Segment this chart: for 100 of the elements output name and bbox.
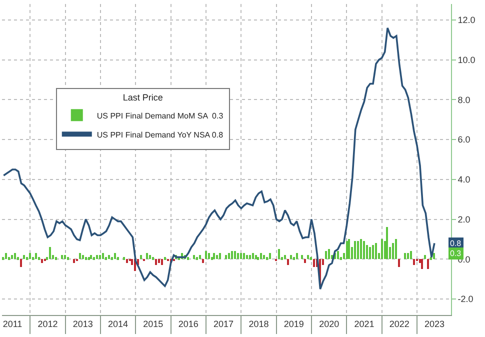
bar (123, 257, 125, 260)
y-tick-label: 6.0 (458, 134, 470, 145)
bar (360, 239, 362, 259)
x-tick-label: 2014 (108, 318, 128, 329)
bar (228, 253, 230, 259)
bar (284, 255, 286, 259)
bar (11, 255, 13, 259)
bar (140, 255, 142, 259)
bar (263, 255, 265, 259)
bar (427, 259, 429, 269)
bar (155, 259, 157, 265)
x-tick-label: 2021 (354, 318, 374, 329)
x-tick-label: 2019 (284, 318, 304, 329)
y-tick-label: 2.0 (458, 214, 470, 224)
bar (2, 257, 4, 260)
bar (293, 257, 295, 260)
bar (108, 255, 110, 259)
x-tick-label: 2017 (214, 318, 234, 329)
x-tick-label: 2023 (424, 318, 445, 329)
bar (79, 253, 81, 259)
legend-label: US PPI Final Demand MoM SA 0.3 (96, 111, 224, 120)
bar (20, 259, 22, 267)
bar (126, 259, 128, 263)
bar (17, 257, 19, 260)
annotation: 0.3 (450, 249, 462, 258)
bar (146, 253, 148, 259)
bar (255, 255, 257, 259)
bar (231, 251, 233, 259)
x-tick-label: 2011 (2, 318, 22, 329)
bar (26, 257, 28, 260)
bar (35, 253, 37, 259)
bar (14, 253, 16, 259)
bar (96, 255, 98, 259)
bar (199, 255, 201, 259)
bar (219, 253, 221, 259)
x-tick-label: 2022 (389, 318, 410, 329)
bar (67, 257, 69, 260)
bar (269, 253, 271, 259)
bar (213, 253, 215, 259)
bar (114, 253, 116, 259)
bar (307, 255, 309, 259)
y-tick-label: 12.0 (458, 15, 476, 26)
bar (225, 255, 227, 259)
bar (369, 247, 371, 259)
bar (117, 257, 119, 260)
bar (205, 251, 207, 259)
bar (252, 253, 254, 259)
bar (290, 255, 292, 259)
bar (61, 255, 63, 259)
bar (90, 255, 92, 259)
bar (202, 259, 204, 263)
bar (82, 255, 84, 259)
bar (413, 259, 415, 265)
y-tick-label: 8.0 (458, 94, 470, 105)
bar (372, 245, 374, 259)
bar (85, 257, 87, 260)
x-tick-label: 2020 (319, 318, 340, 329)
bar (149, 255, 151, 259)
bar (237, 253, 239, 259)
bar (421, 259, 423, 269)
bar (152, 257, 154, 260)
bar (381, 239, 383, 259)
bar (161, 259, 163, 265)
annotation: 0.8 (450, 239, 462, 248)
bar (29, 253, 31, 259)
bar (38, 257, 40, 260)
x-tick-label: 2018 (248, 318, 269, 329)
bar (111, 257, 113, 260)
bar (375, 243, 377, 259)
bar (234, 251, 236, 259)
bar (88, 257, 90, 260)
bar (32, 257, 34, 260)
bar (328, 249, 330, 259)
bar (249, 255, 251, 259)
bar (260, 253, 262, 259)
bar (5, 253, 7, 259)
bar (392, 243, 394, 259)
bar (257, 257, 259, 260)
bar (102, 253, 104, 259)
bar (301, 255, 303, 259)
bar (398, 259, 400, 267)
bar (346, 241, 348, 259)
bar (278, 249, 280, 259)
bar (243, 253, 245, 259)
x-tick-label: 2012 (38, 318, 58, 329)
bar (246, 255, 248, 259)
bar (348, 239, 350, 259)
bar (325, 251, 327, 259)
bar (424, 255, 426, 259)
bar (41, 259, 43, 263)
line-series (2, 27, 436, 290)
bar (73, 259, 75, 263)
bar (287, 259, 289, 265)
bar (357, 241, 359, 259)
bar (216, 255, 218, 259)
bar (93, 257, 95, 260)
bar (211, 257, 213, 260)
bar (354, 241, 356, 259)
y-tick-label: -2.0 (458, 294, 474, 304)
x-tick-label: 2013 (72, 318, 93, 329)
